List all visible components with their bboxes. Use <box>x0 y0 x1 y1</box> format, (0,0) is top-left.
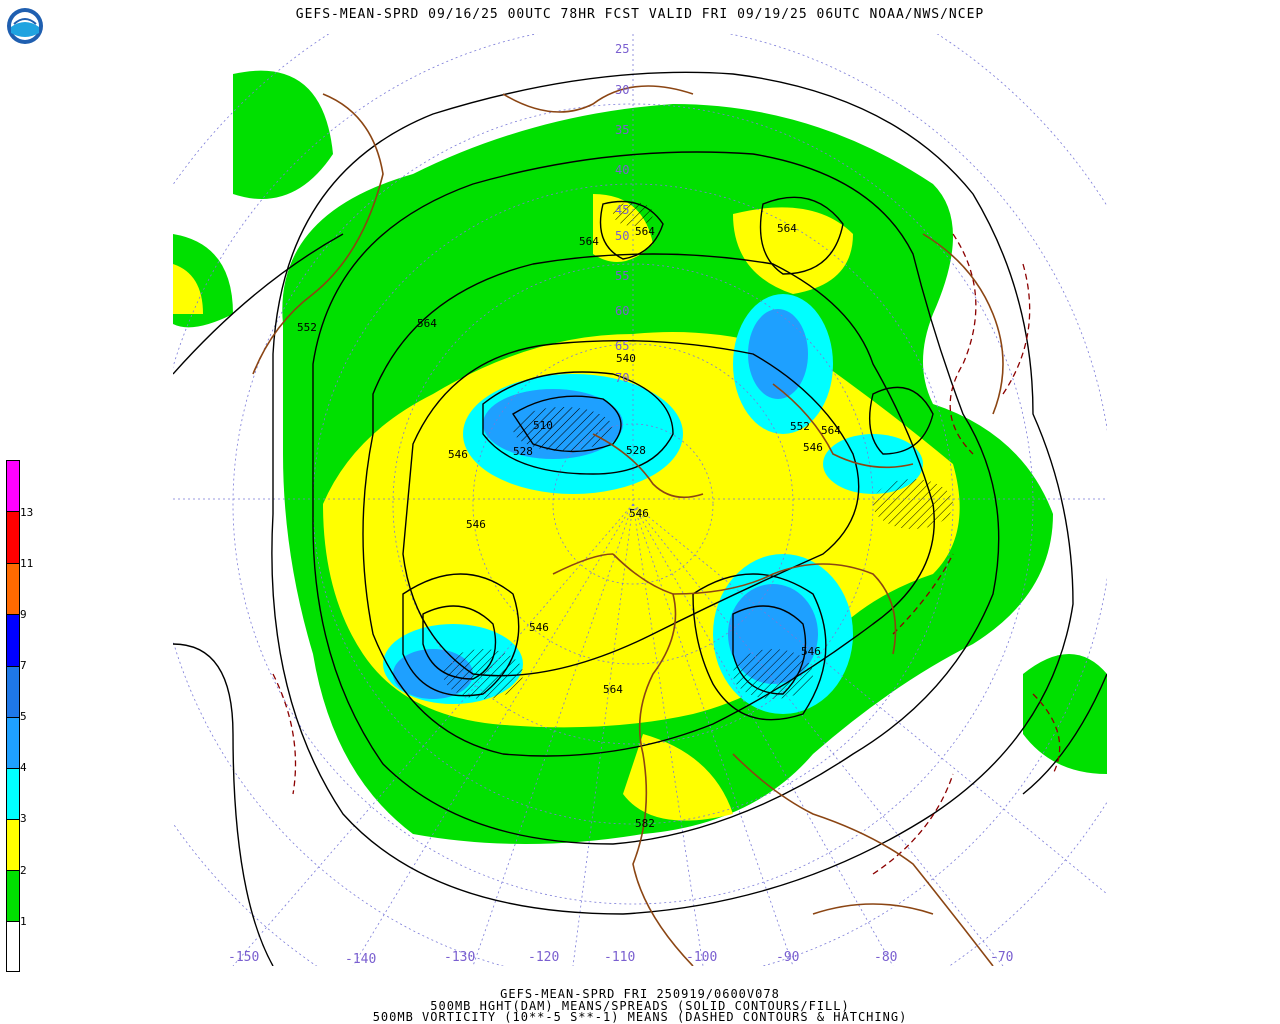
longitude-label: -120 <box>528 950 560 965</box>
contour-label: 546 <box>629 507 649 520</box>
footer-line-1: GEFS-MEAN-SPRD FRI 250919/0600V078 <box>500 987 780 1001</box>
height-contours <box>173 71 1107 966</box>
footer-line-2: 500MB HGHT(DAM) MEANS/SPREADS (SOLID CON… <box>430 999 850 1013</box>
contour-label: 552 <box>790 420 810 433</box>
latitude-label: 70 <box>615 371 629 385</box>
legend-swatch <box>6 460 20 513</box>
latitude-label: 40 <box>615 163 629 177</box>
legend-swatch <box>6 819 20 872</box>
contour-label: 528 <box>513 445 533 458</box>
longitude-label: -140 <box>345 952 377 967</box>
legend-label: 13 <box>20 506 34 519</box>
legend-label: 5 <box>20 710 27 723</box>
legend-label: 7 <box>20 659 27 672</box>
latitude-label: 35 <box>615 123 629 137</box>
contour-label: 564 <box>821 424 841 437</box>
legend-swatch <box>6 511 20 565</box>
contour-label: 564 <box>579 235 599 248</box>
longitude-label: -80 <box>874 950 898 965</box>
contour-label: 582 <box>635 817 655 830</box>
legend-swatch <box>6 614 20 668</box>
legend-swatch <box>6 921 20 972</box>
contour-label: 552 <box>297 321 317 334</box>
weather-map: 564 564 564 564 552 540 510 528 546 546 … <box>173 34 1107 966</box>
legend-swatch <box>6 768 20 821</box>
contour-label: 546 <box>448 448 468 461</box>
lat-lon-grid <box>173 34 1107 966</box>
legend-swatch <box>6 870 20 923</box>
latitude-label: 30 <box>615 83 629 97</box>
coastlines <box>252 85 1004 966</box>
contour-label: 546 <box>466 518 486 531</box>
legend-label: 9 <box>20 608 27 621</box>
contour-label: 546 <box>801 645 821 658</box>
longitude-label: -130 <box>444 950 476 965</box>
latitude-label-group: 25 30 35 40 45 50 55 60 65 70 <box>615 42 629 385</box>
legend-swatch <box>6 563 20 616</box>
legend-label: 4 <box>20 761 27 774</box>
longitude-label: -90 <box>776 950 800 965</box>
legend-label: 2 <box>20 864 27 877</box>
color-legend: 13 11 9 7 5 4 3 2 1 <box>6 460 33 972</box>
latitude-label: 50 <box>615 229 629 243</box>
chart-title: GEFS-MEAN-SPRD 09/16/25 00UTC 78HR FCST … <box>295 7 985 22</box>
latitude-label: 45 <box>615 203 629 217</box>
contour-label: 528 <box>626 444 646 457</box>
latitude-label: 60 <box>615 304 629 318</box>
legend-swatch <box>6 666 20 719</box>
footer-line-3: 500MB VORTICITY (10**-5 S**-1) MEANS (DA… <box>372 1010 908 1024</box>
contour-label: 564 <box>603 683 623 696</box>
latitude-label: 55 <box>615 269 629 283</box>
legend-label: 3 <box>20 812 27 825</box>
contour-label: 564 <box>777 222 797 235</box>
legend-label: 1 <box>20 915 27 928</box>
contour-label: 546 <box>803 441 823 454</box>
latitude-label: 25 <box>615 42 629 56</box>
legend-swatch <box>6 717 20 770</box>
contour-label: 546 <box>529 621 549 634</box>
latitude-label: 65 <box>615 339 629 353</box>
contour-label: 564 <box>635 225 655 238</box>
longitude-label: -110 <box>604 950 636 965</box>
contour-label: 510 <box>533 419 553 432</box>
longitude-label: -100 <box>686 950 718 965</box>
contour-label-group: 564 564 564 564 552 540 510 528 546 546 … <box>297 222 841 830</box>
noaa-logo <box>7 8 43 44</box>
vorticity-contours <box>272 233 1061 875</box>
longitude-label: -150 <box>228 950 260 965</box>
legend-label: 11 <box>20 557 34 570</box>
longitude-label: -70 <box>990 950 1014 965</box>
contour-label: 564 <box>417 317 437 330</box>
contour-label: 540 <box>616 352 636 365</box>
